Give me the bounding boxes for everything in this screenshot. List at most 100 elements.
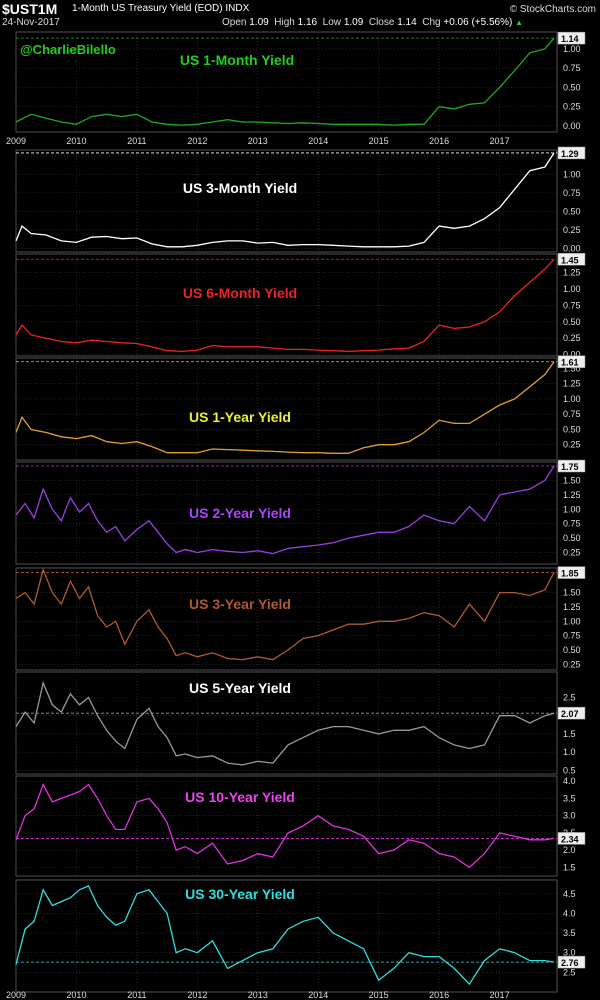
last-value-label: 1.75 (561, 462, 579, 472)
y-tick-label: 1.00 (563, 616, 581, 626)
y-tick-label: 1.50 (563, 363, 581, 373)
y-tick-label: 0.75 (563, 188, 581, 198)
last-value-label: 2.76 (561, 958, 579, 968)
y-tick-label: 0.75 (563, 631, 581, 641)
watermark-text: @CharlieBilello (20, 42, 116, 57)
open-value: 1.09 (249, 17, 269, 28)
chart-date: 24-Nov-2017 (2, 17, 60, 28)
y-tick-label: 1.25 (563, 267, 581, 277)
chart-header: $UST1M 1-Month US Treasury Yield (EOD) I… (0, 0, 600, 30)
y-tick-label: 1.00 (563, 394, 581, 404)
y-tick-label: 0.75 (563, 300, 581, 310)
panel-title: US 6-Month Yield (183, 285, 297, 301)
y-tick-label: 0.75 (563, 409, 581, 419)
x-tick-label-bottom: 2013 (248, 990, 268, 1000)
x-tick-label-top: 2010 (66, 136, 86, 146)
series-line (15, 152, 555, 248)
up-arrow-icon: ▲ (515, 18, 524, 27)
y-tick-label: 0.50 (563, 317, 581, 327)
x-tick-label-bottom: 2010 (66, 990, 86, 1000)
panel-title: US 30-Year Yield (185, 886, 295, 902)
panel-title: US 5-Year Yield (189, 680, 291, 696)
close-value: 1.14 (397, 17, 417, 28)
y-tick-label: 0.00 (563, 243, 581, 253)
y-tick-label: 4.5 (563, 889, 576, 899)
series-line (15, 465, 555, 555)
x-tick-label-bottom: 2012 (187, 990, 207, 1000)
low-value: 1.09 (343, 17, 364, 28)
x-tick-label-bottom: 2011 (127, 990, 146, 1000)
description-text: 1-Month US Treasury Yield (EOD) (72, 3, 223, 14)
x-tick-label-top: 2011 (127, 136, 146, 146)
last-value-box (557, 566, 586, 579)
low-label: Low (322, 17, 342, 28)
y-tick-label: 3.5 (563, 928, 576, 938)
exchange-text: INDX (225, 3, 250, 14)
y-tick-label: 1.50 (563, 588, 581, 598)
last-value-box (557, 355, 586, 368)
series-line (15, 567, 555, 661)
x-tick-label-top: 2013 (248, 136, 268, 146)
panel-title: US 3-Month Yield (183, 180, 297, 196)
y-tick-label: 1.25 (563, 602, 581, 612)
y-tick-label: 2.5 (563, 693, 576, 703)
y-tick-label: 0.00 (563, 121, 581, 131)
y-tick-label: 2.5 (563, 967, 576, 977)
y-tick-label: 0.25 (563, 333, 581, 343)
x-tick-label-top: 2012 (187, 136, 207, 146)
last-value-box (557, 832, 586, 845)
y-tick-label: 3.5 (563, 793, 576, 803)
y-tick-label: 1.00 (563, 169, 581, 179)
x-tick-label-top: 2009 (6, 136, 26, 146)
series-line (15, 361, 555, 454)
y-tick-label: 3.0 (563, 811, 576, 821)
chg-value: +0.06 (+5.56%) (443, 17, 513, 28)
last-value-label: 2.07 (561, 709, 579, 719)
x-tick-label-top: 2016 (429, 136, 449, 146)
last-value-label: 1.61 (561, 358, 579, 368)
open-label: Open (222, 17, 247, 28)
panel-frame (15, 775, 558, 877)
series-line (15, 885, 555, 986)
y-tick-label: 1.25 (563, 379, 581, 389)
y-tick-label: 2.0 (563, 845, 576, 855)
ohlc-readout: Open 1.09 High 1.16 Low 1.09 Close 1.14 … (222, 17, 523, 28)
chg-label: Chg (422, 17, 441, 28)
y-tick-label: 1.25 (563, 490, 581, 500)
y-tick-label: 0.75 (563, 519, 581, 529)
y-tick-label: 1.00 (563, 504, 581, 514)
last-value-label: 1.85 (561, 569, 579, 579)
last-value-box (557, 459, 586, 473)
x-tick-label-bottom: 2009 (6, 990, 26, 1000)
series-line (15, 258, 555, 353)
series-line (15, 783, 555, 869)
panel-frame (15, 31, 558, 133)
high-label: High (274, 17, 295, 28)
y-tick-label: 0.25 (563, 225, 581, 235)
last-value-box (557, 146, 586, 160)
y-tick-label: 0.50 (563, 82, 581, 92)
y-tick-label: 1.5 (563, 862, 576, 872)
high-value: 1.16 (297, 17, 318, 28)
y-tick-label: 0.5 (563, 765, 576, 775)
y-tick-label: 0.50 (563, 206, 581, 216)
last-value-label: 1.45 (561, 255, 579, 265)
close-label: Close (368, 17, 395, 28)
panel-frame (15, 879, 558, 993)
panel-title: US 3-Year Yield (189, 596, 291, 612)
y-tick-label: 0.50 (563, 424, 581, 434)
series-line (15, 37, 555, 126)
y-tick-label: 0.25 (563, 102, 581, 112)
x-tick-label-bottom: 2016 (429, 990, 449, 1000)
x-tick-label-bottom: 2014 (308, 990, 328, 1000)
x-tick-label-top: 2015 (369, 136, 389, 146)
x-tick-label-top: 2014 (308, 136, 328, 146)
x-tick-label-bottom: 2017 (490, 990, 510, 1000)
last-value-box (557, 253, 586, 266)
y-tick-label: 1.50 (563, 475, 581, 485)
panel-frame (15, 567, 558, 671)
y-tick-label: 1.5 (563, 729, 576, 739)
panel-title: US 10-Year Yield (185, 789, 295, 805)
y-tick-label: 0.00 (563, 350, 581, 360)
